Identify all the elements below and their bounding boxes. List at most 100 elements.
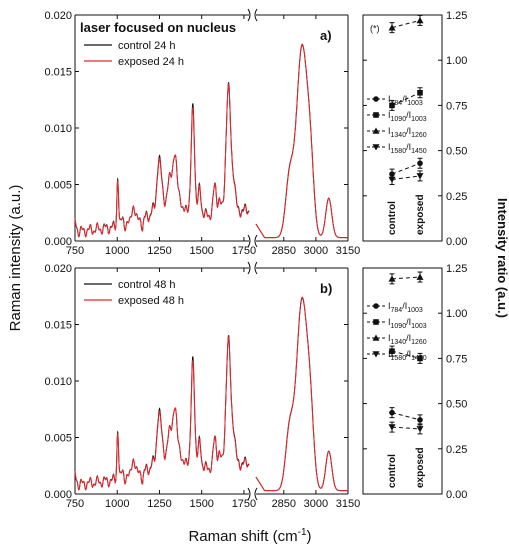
chart-title: laser focused on nucleus [80, 20, 236, 35]
legend-label-part: /I [406, 333, 411, 343]
series-line [255, 296, 348, 492]
axis-break-mark [254, 8, 258, 22]
x-tick-label: 3150 [336, 245, 360, 257]
y-tick-label: 0.25 [446, 191, 467, 203]
legend-label: I784/I1003 [388, 94, 423, 107]
y-tick-label: 0.25 [446, 444, 467, 456]
axis-break-mark [254, 487, 258, 501]
legend-label-part: /I [406, 126, 411, 136]
axis-break-mark [247, 234, 251, 248]
square-marker [389, 102, 395, 109]
legend-label-part: 1003 [407, 307, 423, 314]
legend-label-part: 1003 [411, 116, 427, 123]
legend-label-part: I [388, 142, 391, 152]
legend-label-part: /I [406, 317, 411, 327]
legend-label: I1580/I1450 [388, 142, 427, 155]
legend-label-part: 1090 [391, 116, 407, 123]
y-tick-label: 0.015 [44, 320, 72, 332]
x-tick-label: 2850 [272, 245, 296, 257]
y-tick-label: 0.015 [44, 67, 72, 79]
ratio-frame [362, 14, 443, 242]
spectrum-panel-1: 0.000 0.005 0.010 0.015 0.020 750 1000 1250 1500… [44, 261, 360, 510]
triangle-down-marker [372, 144, 380, 151]
y-tick-label: 1.00 [446, 308, 467, 320]
legend-label-part: /I [402, 301, 407, 311]
category-label: control [387, 201, 398, 235]
x-tick-label: 1500 [189, 498, 213, 510]
triangle-down-marker [416, 173, 424, 180]
ratio-connector [391, 162, 421, 175]
series-line [74, 335, 250, 491]
axis-break-mark [247, 261, 251, 275]
legend-label-part: 784 [391, 100, 403, 107]
triangle-down-marker [372, 351, 380, 358]
legend-label: control 24 h [118, 40, 175, 52]
legend-label-part: /I [406, 349, 411, 359]
spectrum-panel-0: 0.000 0.005 0.010 0.015 0.020 750 1000 1250 1500… [44, 8, 360, 257]
legend-label-part: /I [406, 142, 411, 152]
y-tick-label: 0.000 [44, 236, 72, 248]
ratio-connector [391, 19, 421, 29]
legend-label: I1580/I1450 [388, 349, 427, 362]
legend-label: I784/I1003 [388, 301, 423, 314]
legend-label-part: I [388, 349, 391, 359]
legend-label-part: I [388, 333, 391, 343]
panel-label: a) [320, 28, 332, 43]
legend-label-part: 1003 [411, 323, 427, 330]
x-axis-label: Raman shift (cm-1) [188, 527, 311, 545]
legend-label-part: I [388, 110, 391, 120]
ratio-connector [391, 412, 421, 421]
legend-label-part: I [388, 317, 391, 327]
y-tick-label: 0.75 [446, 100, 467, 112]
category-label: control [387, 454, 398, 488]
x-tick-label: 1000 [105, 498, 129, 510]
axis-break-mark [254, 234, 258, 248]
y-tick-label: 0.020 [44, 263, 72, 275]
legend-label-part: /I [402, 94, 407, 104]
legend-label-part: I [388, 301, 391, 311]
x-tick-label: 2850 [272, 498, 296, 510]
triangle-down-marker [388, 424, 396, 431]
y-tick-label: 1.00 [446, 55, 467, 67]
y-tick-label: 0.020 [44, 10, 72, 22]
ratio-frame [362, 267, 443, 495]
legend-label-part: I [388, 126, 391, 136]
series-line [255, 44, 348, 239]
y-tick-label: 0.75 [446, 353, 467, 365]
legend-label-part: 784 [391, 307, 403, 314]
x-tick-label: 1250 [147, 498, 171, 510]
legend-label-part: 1340 [391, 339, 407, 346]
legend-label: I1340/I1260 [388, 126, 427, 139]
category-label: exposed [415, 194, 426, 235]
triangle-up-marker [372, 127, 380, 134]
ratio-connector [391, 92, 421, 106]
legend-label: exposed 48 h [118, 295, 184, 307]
category-label: exposed [415, 447, 426, 488]
axis-break-mark [247, 487, 251, 501]
y-tick-label: 0.010 [44, 376, 72, 388]
y-tick-label: 0.010 [44, 123, 72, 135]
axis-break-mark [254, 261, 258, 275]
y-tick-label: 0.50 [446, 399, 467, 411]
circle-marker [417, 160, 423, 167]
y-tick-label: 1.25 [446, 263, 467, 275]
square-marker [373, 319, 379, 325]
x-tick-label: 3150 [336, 498, 360, 510]
y-tick-label: 0.005 [44, 433, 72, 445]
ratio-connector [391, 350, 421, 359]
legend-label-part: 1090 [391, 323, 407, 330]
square-marker [417, 355, 423, 362]
legend-label: I1090/I1003 [388, 317, 427, 330]
triangle-up-marker [388, 275, 396, 282]
series-line [74, 82, 250, 238]
axis-break-mark [247, 8, 251, 22]
x-tick-label: 750 [66, 498, 84, 510]
x-tick-label: 3000 [304, 245, 328, 257]
square-marker [417, 89, 423, 96]
x-tick-label: 750 [66, 245, 84, 257]
legend-label: exposed 24 h [118, 56, 184, 68]
triangle-down-marker [388, 176, 396, 184]
y-axis-label: Raman intensity (a.u.) [7, 185, 24, 332]
legend-label-part: 1450 [411, 355, 427, 362]
